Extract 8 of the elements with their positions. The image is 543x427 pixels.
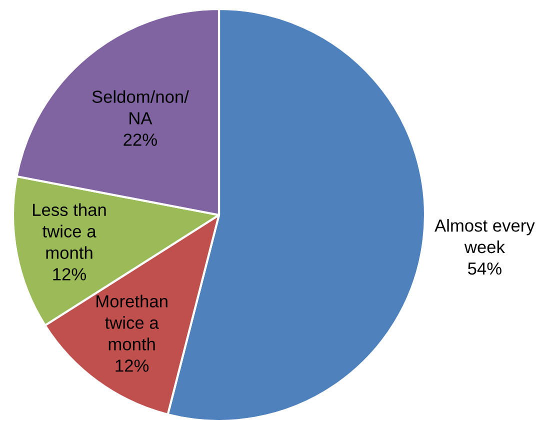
slice-label: Seldom/non/ NA (92, 90, 189, 124)
data-label: 12% (116, 360, 149, 372)
slice-label: Morethan twice a month (96, 294, 168, 350)
slice-label: Less than twice a month (33, 203, 106, 259)
slice-label: Almost every week (434, 219, 535, 254)
data-label: 12% (53, 268, 86, 280)
data-label: 54% (468, 262, 502, 275)
data-label: 22% (124, 134, 157, 146)
